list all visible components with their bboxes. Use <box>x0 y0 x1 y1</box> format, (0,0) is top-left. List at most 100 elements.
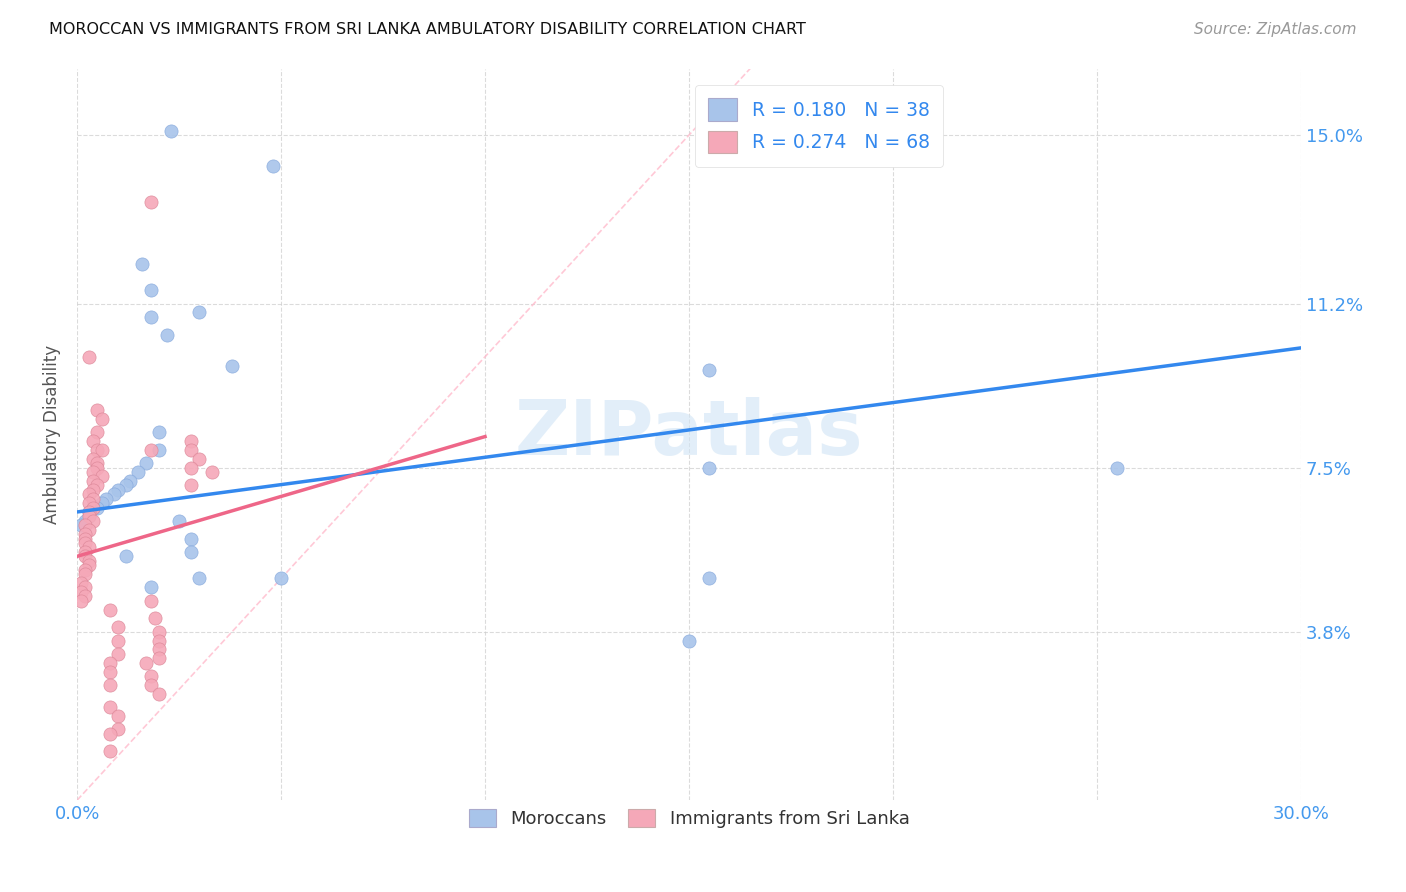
Text: ZIPatlas: ZIPatlas <box>515 397 863 471</box>
Point <box>75 518 97 533</box>
Point <box>120 474 142 488</box>
Point <box>135 656 157 670</box>
Point <box>98 602 121 616</box>
Point <box>139 678 162 692</box>
Point <box>82 483 104 497</box>
Point <box>699 460 721 475</box>
Point <box>79 505 101 519</box>
Point <box>90 496 112 510</box>
Point <box>75 532 97 546</box>
Point <box>82 465 104 479</box>
Point <box>82 451 104 466</box>
Point <box>139 194 162 209</box>
Point <box>180 442 202 457</box>
Point <box>699 363 721 377</box>
Point <box>699 572 721 586</box>
Point <box>139 442 162 457</box>
Point <box>107 723 129 737</box>
Text: Source: ZipAtlas.com: Source: ZipAtlas.com <box>1194 22 1357 37</box>
Point <box>79 487 101 501</box>
Point <box>148 442 170 457</box>
Point <box>79 496 101 510</box>
Point <box>180 532 202 546</box>
Point <box>107 633 129 648</box>
Point <box>79 509 101 524</box>
Point <box>86 425 108 439</box>
Point <box>75 527 97 541</box>
Point <box>75 518 97 533</box>
Point <box>262 159 284 173</box>
Point <box>180 545 202 559</box>
Point <box>79 558 101 573</box>
Point <box>75 549 97 564</box>
Point <box>148 642 170 657</box>
Point <box>70 593 93 607</box>
Point <box>79 350 101 364</box>
Point <box>79 523 101 537</box>
Point <box>180 460 202 475</box>
Point <box>188 572 211 586</box>
Point <box>75 589 97 603</box>
Point <box>139 580 162 594</box>
Point <box>139 669 162 683</box>
Point <box>75 580 97 594</box>
Point <box>90 442 112 457</box>
Point <box>70 518 93 533</box>
Point <box>107 620 129 634</box>
Point <box>75 563 97 577</box>
Point <box>79 541 101 555</box>
Point <box>90 412 112 426</box>
Point <box>79 554 101 568</box>
Point <box>201 465 224 479</box>
Point <box>188 451 211 466</box>
Point <box>156 327 179 342</box>
Point <box>148 425 170 439</box>
Point <box>115 549 138 564</box>
Point <box>103 487 125 501</box>
Point <box>82 491 104 506</box>
Point <box>107 709 129 723</box>
Point <box>86 460 108 475</box>
Point <box>160 123 183 137</box>
Point <box>90 469 112 483</box>
Point <box>75 536 97 550</box>
Point <box>75 545 97 559</box>
Point <box>86 500 108 515</box>
Point <box>82 434 104 448</box>
Point <box>86 478 108 492</box>
Legend: Moroccans, Immigrants from Sri Lanka: Moroccans, Immigrants from Sri Lanka <box>461 801 917 835</box>
Point <box>148 651 170 665</box>
Point <box>107 647 129 661</box>
Y-axis label: Ambulatory Disability: Ambulatory Disability <box>44 345 60 524</box>
Point <box>188 305 211 319</box>
Point <box>82 474 104 488</box>
Point <box>75 514 97 528</box>
Point <box>86 403 108 417</box>
Point <box>82 500 104 515</box>
Point <box>98 656 121 670</box>
Text: MOROCCAN VS IMMIGRANTS FROM SRI LANKA AMBULATORY DISABILITY CORRELATION CHART: MOROCCAN VS IMMIGRANTS FROM SRI LANKA AM… <box>49 22 806 37</box>
Point <box>678 633 700 648</box>
Point <box>79 509 101 524</box>
Point <box>180 478 202 492</box>
Point <box>699 150 721 164</box>
Point <box>139 310 162 324</box>
Point <box>139 283 162 297</box>
Point <box>86 442 108 457</box>
Point <box>70 584 93 599</box>
Point <box>82 514 104 528</box>
Point <box>98 700 121 714</box>
Point <box>115 478 138 492</box>
Point <box>1107 460 1129 475</box>
Point <box>270 572 292 586</box>
Point <box>98 727 121 741</box>
Point <box>75 567 97 582</box>
Point <box>107 483 129 497</box>
Point <box>127 465 149 479</box>
Point <box>180 434 202 448</box>
Point <box>167 514 190 528</box>
Point <box>135 456 157 470</box>
Point <box>82 500 104 515</box>
Point <box>148 633 170 648</box>
Point <box>79 505 101 519</box>
